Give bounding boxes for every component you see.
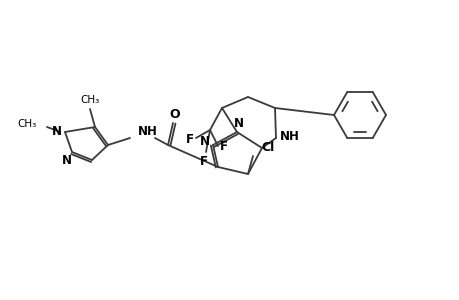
Text: F: F: [219, 140, 228, 152]
Text: CH₃: CH₃: [80, 95, 100, 105]
Text: F: F: [185, 133, 194, 146]
Text: N: N: [52, 124, 62, 137]
Text: NH: NH: [138, 124, 157, 137]
Text: F: F: [200, 154, 207, 167]
Text: CH₃: CH₃: [18, 119, 37, 129]
Text: N: N: [200, 134, 210, 148]
Text: N: N: [234, 116, 243, 130]
Text: Cl: Cl: [260, 140, 274, 154]
Text: O: O: [169, 107, 180, 121]
Text: N: N: [62, 154, 72, 166]
Text: NH: NH: [280, 130, 299, 142]
